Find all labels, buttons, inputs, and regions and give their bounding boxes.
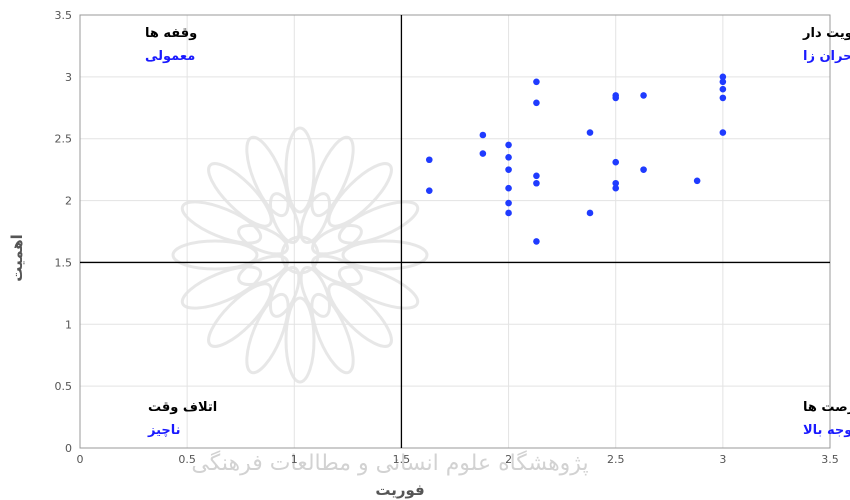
quadrant-bottom-right-title: فرصت ها [803,400,850,415]
plot-frame [79,14,831,449]
data-point [612,158,620,166]
watermark-emblem [171,126,429,384]
y-tick-label: 1 [65,318,72,331]
quadrant-bottom-left-subtitle: ناچیز [147,423,181,438]
y-tick-label: 0 [65,442,72,455]
x-tick-label: 2.5 [607,453,625,466]
data-point [719,129,727,136]
data-point [693,177,701,185]
grid [79,14,831,449]
quadrant-top-right-title: اولویت دار [802,26,850,41]
data-points [425,73,727,245]
watermark-inner-petal [299,192,332,244]
quadrant-dividers [80,15,830,448]
data-point [586,129,594,136]
x-tick-label: 3 [719,453,726,466]
data-point [719,78,727,86]
watermark-inner-petal [299,266,332,318]
quadrant-bottom-left-title: اتلاف وقت [148,400,217,415]
data-point [505,153,512,161]
data-point [505,141,512,149]
data-point [719,94,727,102]
data-point [612,179,620,187]
data-point [479,150,487,157]
data-point [586,209,594,217]
data-point [425,156,433,164]
x-axis-title: فوریت [375,481,424,499]
data-point [533,179,540,187]
data-point [533,172,540,180]
data-point [505,209,512,217]
data-point [612,94,620,102]
data-point [533,78,540,86]
watermark-petal [207,162,273,228]
data-point [612,184,620,192]
y-tick-label: 2 [65,195,72,208]
watermark-petal [245,135,290,218]
watermark-petal [180,265,263,310]
data-point [505,166,512,173]
watermark-petal [310,292,355,375]
watermark-petal [327,282,393,348]
y-tick-label: 1.5 [55,256,73,269]
x-tick-label: 0 [77,453,84,466]
y-tick-label: 3 [65,71,72,84]
quadrant-top-left-subtitle: معمولی [145,49,195,64]
watermark-inner-petal [311,223,363,256]
x-tick-label: 3.5 [821,453,839,466]
y-tick-label: 2.5 [55,133,73,146]
x-tick-label: 0.5 [178,453,196,466]
watermark-petal [310,135,355,218]
data-point [505,199,512,207]
y-tick-label: 0.5 [55,380,73,393]
watermark-petal [180,200,263,245]
quadrant-top-right-subtitle: بحران زا [803,49,850,64]
watermark-text: پژوهشگاه علوم انسانی و مطالعات فرهنگی [191,450,588,476]
watermark-petal [341,239,429,271]
axis-ticks: 0 0.5 1 1.5 2 2.5 3 3.5 0 0.5 1 1.5 2 2.5 3 3.5 [55,9,839,466]
data-point [719,73,727,81]
watermark-center [280,235,320,275]
watermark-petal [171,239,259,271]
watermark-petal [207,282,273,348]
data-point [533,238,540,245]
watermark-petal [245,292,290,375]
y-axis-title: اهمیت [8,234,26,282]
watermark-petal [327,162,393,228]
quadrant-bottom-right-subtitle: توجه بالا [803,423,850,438]
watermark-petal [337,265,420,310]
y-tick-label: 3.5 [55,9,73,22]
watermark-petal [337,200,420,245]
x-tick-label: 1.5 [393,453,411,466]
data-point [719,85,727,93]
watermark-inner-petal [237,223,289,256]
x-tick-label: 1 [291,453,298,466]
data-point [533,99,540,107]
data-point [640,166,647,173]
x-tick-label: 2 [505,453,512,466]
data-point [425,187,433,194]
data-point [505,184,512,192]
watermark-petal [284,126,316,214]
watermark-petal [284,296,316,384]
data-point [640,92,647,99]
watermark-inner-petal [311,254,363,287]
quadrant-top-left-title: وقفه ها [145,26,197,41]
data-point [479,131,487,139]
watermark-inner-petal [237,254,289,287]
